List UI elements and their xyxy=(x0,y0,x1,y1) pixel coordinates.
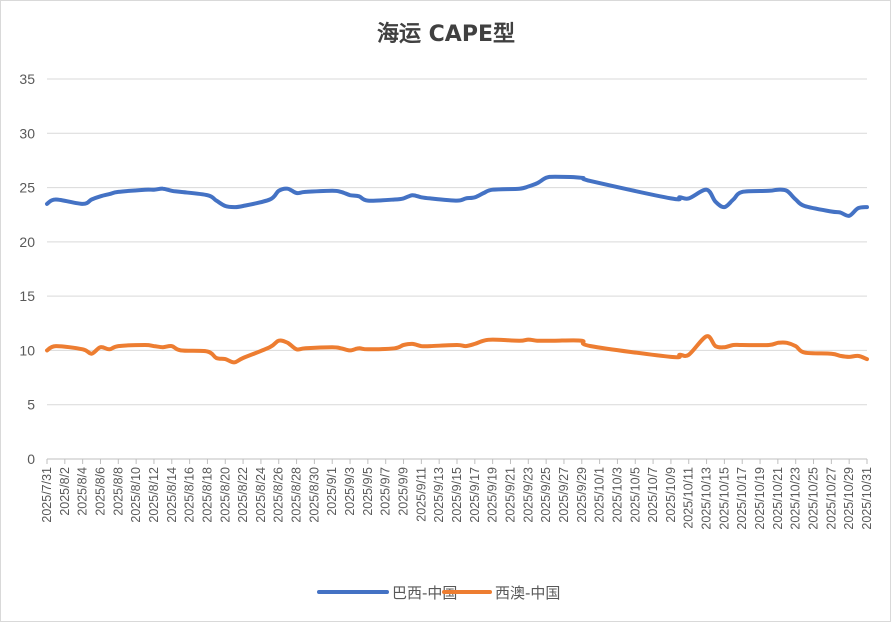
x-tick-label: 2025/8/8 xyxy=(111,467,125,516)
x-tick-label: 2025/9/21 xyxy=(503,467,517,523)
x-tick-label: 2025/8/4 xyxy=(76,467,90,516)
x-tick-label: 2025/9/15 xyxy=(450,467,464,523)
series-lines xyxy=(45,174,869,365)
x-tick-label: 2025/9/7 xyxy=(379,467,393,516)
x-tick-label: 2025/8/30 xyxy=(307,467,321,523)
legend-label-series-1: 巴西-中国 xyxy=(392,584,457,602)
x-tick-label: 2025/8/20 xyxy=(218,467,232,523)
y-tick-label: 25 xyxy=(19,180,35,196)
x-tick-label: 2025/10/15 xyxy=(717,467,731,530)
x-tick-label: 2025/10/29 xyxy=(842,467,856,530)
x-tick-label: 2025/9/13 xyxy=(432,467,446,523)
x-tick-label: 2025/10/3 xyxy=(610,467,624,523)
series-line-2 xyxy=(45,334,869,365)
x-tick-label: 2025/10/27 xyxy=(824,467,838,530)
x-tick-label: 2025/8/28 xyxy=(290,467,304,523)
y-tick-label: 10 xyxy=(19,342,35,358)
chart-title: 海运 CAPE型 xyxy=(377,21,515,47)
x-tick-label: 2025/8/26 xyxy=(272,467,286,523)
x-tick-label: 2025/9/23 xyxy=(521,467,535,523)
y-tick-label: 35 xyxy=(19,71,35,87)
y-tick-label: 30 xyxy=(19,125,35,141)
x-tick-label: 2025/10/23 xyxy=(789,467,803,530)
x-tick-label: 2025/8/22 xyxy=(236,467,250,523)
x-tick-label: 2025/10/5 xyxy=(628,467,642,523)
gridlines xyxy=(47,78,867,460)
x-tick-label: 2025/8/24 xyxy=(254,467,268,523)
y-tick-label: 15 xyxy=(19,288,35,304)
x-tick-label: 2025/9/29 xyxy=(575,467,589,523)
x-tick-label: 2025/8/14 xyxy=(165,467,179,523)
x-tick-label: 2025/10/19 xyxy=(753,467,767,530)
x-tick-label: 2025/10/1 xyxy=(593,467,607,523)
x-tick-label: 2025/10/17 xyxy=(735,467,749,530)
y-axis-ticks: 0 5 10 15 20 25 30 35 xyxy=(19,71,35,467)
legend-item-series-1[interactable]: 巴西-中国 xyxy=(317,584,457,602)
x-tick-label: 2025/9/5 xyxy=(361,467,375,516)
x-tick-label: 2025/9/27 xyxy=(557,467,571,523)
x-tick-label: 2025/8/18 xyxy=(200,467,214,523)
x-tick-label: 2025/8/2 xyxy=(58,467,72,516)
legend: 巴西-中国 西澳-中国 xyxy=(317,584,560,602)
x-tick-label: 2025/8/10 xyxy=(129,467,143,523)
legend-item-series-2[interactable]: 西澳-中国 xyxy=(442,584,560,602)
x-tick-label: 2025/9/19 xyxy=(486,467,500,523)
y-tick-label: 5 xyxy=(27,397,35,413)
x-tick-label: 2025/8/12 xyxy=(147,467,161,523)
x-tick-label: 2025/9/9 xyxy=(397,467,411,516)
x-tick-label: 2025/9/1 xyxy=(325,467,339,516)
legend-label-series-2: 西澳-中国 xyxy=(495,584,560,602)
x-tick-label: 2025/8/16 xyxy=(183,467,197,523)
x-axis-ticks: 2025/7/31 2025/8/2 2025/8/4 2025/8/6 2025/8/… xyxy=(40,459,874,530)
series-line-1 xyxy=(45,174,869,218)
y-tick-label: 20 xyxy=(19,234,35,250)
x-tick-label: 2025/9/3 xyxy=(343,467,357,516)
x-tick-label: 2025/10/21 xyxy=(771,467,785,530)
y-tick-label: 0 xyxy=(27,451,35,467)
x-tick-label: 2025/10/31 xyxy=(860,467,874,530)
x-tick-label: 2025/9/25 xyxy=(539,467,553,523)
x-tick-label: 2025/7/31 xyxy=(40,467,54,523)
x-tick-label: 2025/9/17 xyxy=(468,467,482,523)
x-tick-label: 2025/8/6 xyxy=(93,467,107,516)
x-tick-label: 2025/10/11 xyxy=(682,467,696,529)
x-tick-label: 2025/10/13 xyxy=(700,467,714,530)
x-tick-label: 2025/10/9 xyxy=(664,467,678,523)
x-tick-label: 2025/10/7 xyxy=(646,467,660,523)
x-tick-label: 2025/9/11 xyxy=(414,467,428,522)
x-tick-label: 2025/10/25 xyxy=(807,467,821,530)
